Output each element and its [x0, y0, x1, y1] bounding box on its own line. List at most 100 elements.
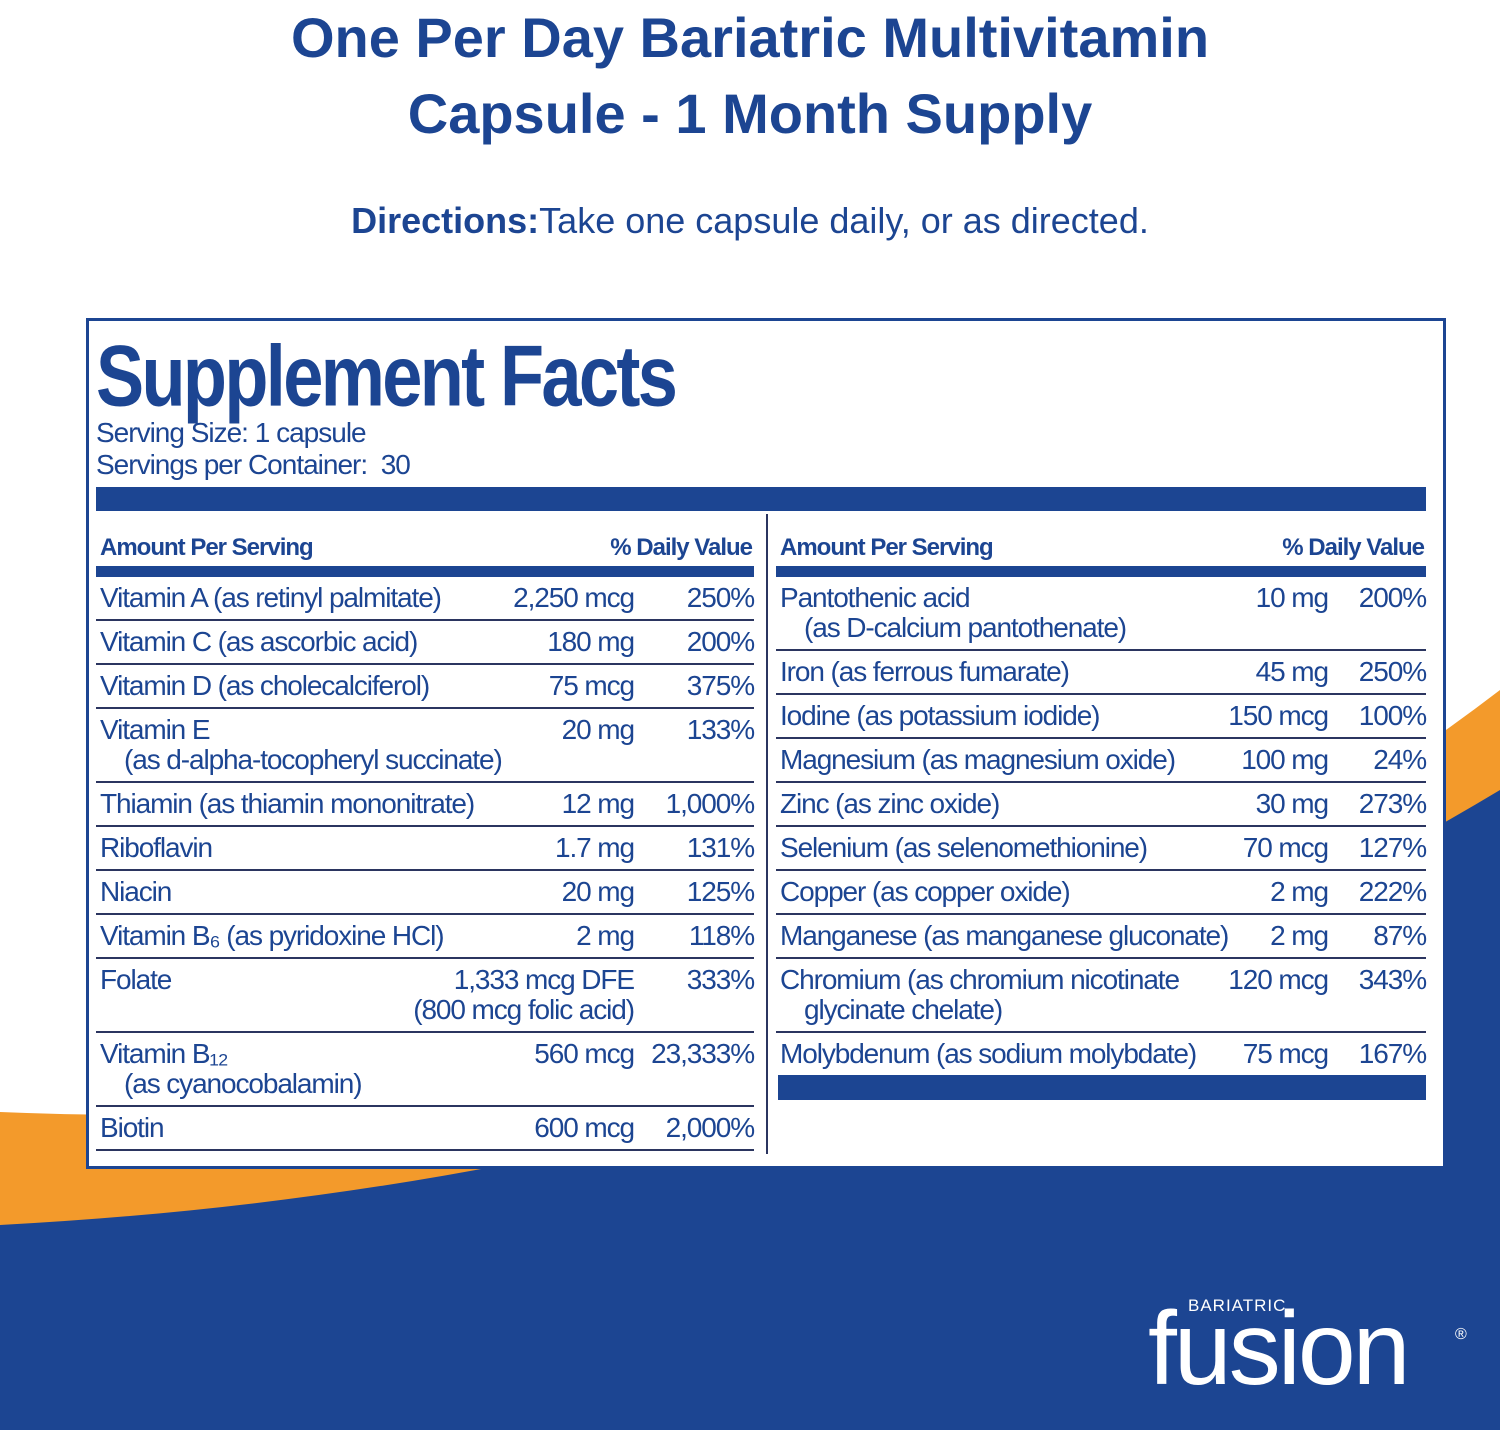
- amount: 12 mg: [561, 788, 635, 819]
- nutrient-cell: Biotin: [96, 1113, 534, 1143]
- daily-value: 100%: [1358, 700, 1427, 731]
- divider-bar: [96, 487, 1426, 511]
- nutrient-row: Vitamin B₁₂ (as cyanocobalamin) 560 mcg 23,…: [96, 1033, 755, 1107]
- daily-value: 222%: [1358, 876, 1427, 907]
- nutrient-name: Iodine (as potassium iodide): [780, 700, 1101, 731]
- amount: 45 mg: [1255, 656, 1329, 687]
- nutrient-source: (as d-alpha-tocopheryl succinate): [124, 744, 503, 775]
- nutrient-name: Chromium (as chromium nicotinate: [780, 964, 1180, 995]
- directions-text: Take one capsule daily, or as directed.: [539, 200, 1149, 241]
- dv-header: % Daily Value: [1282, 534, 1425, 561]
- nutrient-row: Molybdenum (as sodium molybdate) 75 mcg 16…: [776, 1033, 1427, 1075]
- nutrient-cell: Selenium (as selenomethionine): [776, 833, 1243, 863]
- amount-cell: 100 mg: [1241, 744, 1329, 775]
- daily-value: 200%: [1358, 582, 1427, 613]
- amount-cell: 2 mg: [576, 920, 635, 951]
- daily-value: 133%: [686, 714, 755, 745]
- nutrient-name: Molybdenum (as sodium molybdate): [780, 1038, 1197, 1069]
- facts-title: Supplement Facts: [96, 329, 678, 425]
- nutrient-cell: Pantothenic acid (as D-calcium pantothena…: [776, 583, 1256, 643]
- nutrient-name: Niacin: [100, 876, 172, 907]
- amount: 100 mg: [1241, 744, 1329, 775]
- nutrient-name: Biotin: [100, 1112, 165, 1143]
- daily-value: 131%: [686, 832, 755, 863]
- amount-cell: 75 mcg: [549, 671, 635, 701]
- daily-value: 23,333%: [651, 1038, 755, 1069]
- nutrient-row: Vitamin C (as ascorbic acid) 180 mg 200%: [96, 621, 755, 665]
- nutrient-row: Chromium (as chromium nicotinate glycinat…: [776, 959, 1427, 1033]
- amount: 30 mg: [1255, 788, 1329, 819]
- amount-cell: 30 mg: [1255, 788, 1329, 819]
- amount-cell: 12 mg: [561, 788, 635, 819]
- nutrient-row: Vitamin D (as cholecalciferol) 75 mcg 375%: [96, 665, 755, 709]
- column-header: Amount Per Serving % Daily Value: [96, 530, 754, 577]
- nutrient-cell: Vitamin B₁₂ (as cyanocobalamin): [96, 1039, 534, 1099]
- nutrient-row: Vitamin E (as d-alpha-tocopheryl succinat…: [96, 709, 755, 783]
- nutrient-row: Selenium (as selenomethionine) 70 mcg 127%: [776, 827, 1427, 871]
- amount: 1,333 mcg DFE: [453, 964, 635, 995]
- nutrient-cell: Iron (as ferrous fumarate): [776, 657, 1256, 687]
- nutrient-name: Vitamin D (as cholecalciferol): [100, 670, 430, 701]
- nutrient-name: Pantothenic acid: [780, 582, 971, 613]
- amount-cell: 1.7 mg: [555, 833, 635, 863]
- daily-value: 118%: [688, 920, 755, 951]
- amount: 20 mg: [561, 714, 635, 745]
- nutrient-row: Iron (as ferrous fumarate) 45 mg 250%: [776, 651, 1427, 695]
- amount: 600 mcg: [534, 1112, 635, 1143]
- nutrient-cell: Vitamin B₆ (as pyridoxine HCl): [96, 921, 576, 951]
- nutrient-cell: Manganese (as manganese gluconate): [776, 921, 1270, 951]
- amount-cell: 45 mg: [1255, 656, 1329, 687]
- brand-mark: ®: [1455, 1326, 1467, 1343]
- nutrient-row: Zinc (as zinc oxide) 30 mg 273%: [776, 783, 1427, 827]
- nutrient-cell: Vitamin A (as retinyl palmitate): [96, 583, 513, 613]
- amount-cell: 20 mg: [561, 714, 635, 775]
- amount-cell: 180 mg: [547, 627, 635, 657]
- brand-name: fusion: [1148, 1291, 1411, 1407]
- nutrient-cell: Vitamin E (as d-alpha-tocopheryl succinat…: [96, 715, 562, 775]
- amount: 20 mg: [561, 876, 635, 907]
- amount-cell: 1,333 mcg DFE (800 mcg folic acid): [413, 964, 635, 1025]
- nutrient-cell: Folate: [96, 965, 413, 1025]
- directions: Directions:Take one capsule daily, or as…: [0, 200, 1500, 242]
- right-column: Amount Per Serving % Daily Value Pantothe…: [776, 530, 1427, 1075]
- nutrient-name: Manganese (as manganese gluconate): [780, 920, 1229, 951]
- nutrient-cell: Vitamin D (as cholecalciferol): [96, 671, 549, 701]
- nutrient-name: Magnesium (as magnesium oxide): [780, 744, 1176, 775]
- daily-value: 1,000%: [665, 788, 755, 819]
- amount: 120 mcg: [1228, 964, 1329, 995]
- amount: 75 mcg: [1242, 1038, 1329, 1069]
- nutrient-name: Vitamin B₁₂: [100, 1038, 229, 1069]
- nutrient-row: Vitamin B₆ (as pyridoxine HCl) 2 mg 118%: [96, 915, 755, 959]
- daily-value: 127%: [1358, 832, 1427, 863]
- page-title: One Per Day Bariatric Multivitamin Capsu…: [0, 0, 1500, 152]
- amount-cell: 2 mg: [1270, 921, 1329, 951]
- daily-value: 167%: [1358, 1038, 1427, 1069]
- nutrient-cell: Niacin: [96, 877, 562, 907]
- nutrient-source: (as D-calcium pantothenate): [804, 612, 1127, 643]
- amount-note: (800 mcg folic acid): [413, 994, 635, 1025]
- amount-cell: 2,250 mcg: [513, 582, 635, 613]
- daily-value: 87%: [1373, 920, 1427, 951]
- amount: 2 mg: [576, 920, 635, 951]
- nutrient-cell: Chromium (as chromium nicotinate glycinat…: [776, 965, 1228, 1025]
- nutrient-row: Iodine (as potassium iodide) 150 mcg 100%: [776, 695, 1427, 739]
- daily-value: 2,000%: [665, 1112, 755, 1143]
- daily-value: 273%: [1358, 788, 1427, 819]
- servings-per-container: Servings per Container: 30: [96, 449, 411, 480]
- column-header: Amount Per Serving % Daily Value: [776, 530, 1426, 577]
- amount: 2,250 mcg: [513, 582, 635, 613]
- nutrient-row: Folate 1,333 mcg DFE (800 mcg folic acid) 3…: [96, 959, 755, 1033]
- nutrient-name: Zinc (as zinc oxide): [780, 788, 1000, 819]
- nutrient-cell: Iodine (as potassium iodide): [776, 701, 1228, 731]
- amount: 10 mg: [1255, 582, 1329, 613]
- nutrient-row: Riboflavin 1.7 mg 131%: [96, 827, 755, 871]
- amount-cell: 600 mcg: [534, 1112, 635, 1143]
- daily-value: 375%: [686, 670, 755, 701]
- left-column: Amount Per Serving % Daily Value Vitamin …: [96, 530, 755, 1151]
- nutrient-cell: Copper (as copper oxide): [776, 877, 1270, 907]
- nutrient-row: Thiamin (as thiamin mononitrate) 12 mg 1,0…: [96, 783, 755, 827]
- serving-size: Serving Size: 1 capsule: [96, 417, 367, 448]
- dv-header: % Daily Value: [610, 534, 753, 561]
- nutrient-name: Copper (as copper oxide): [780, 876, 1071, 907]
